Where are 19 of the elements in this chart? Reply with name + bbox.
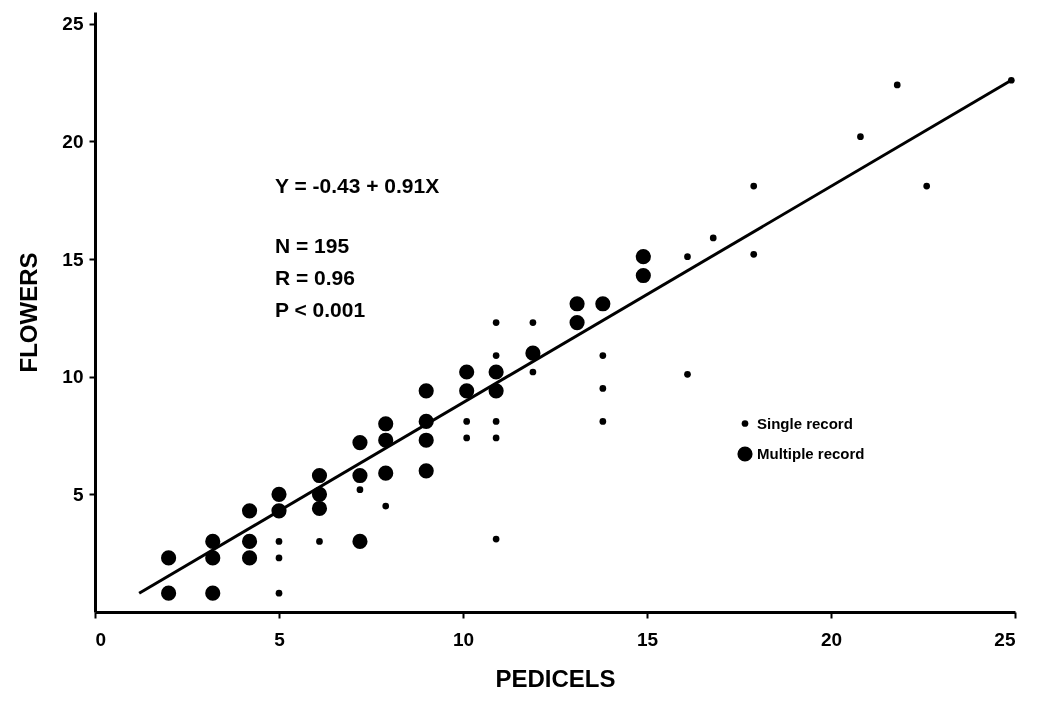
y-axis-title: FLOWERS [15,252,43,373]
y-tick-label: 5 [72,483,84,505]
annotation: N = 195 [275,234,350,257]
x-tick-label: 15 [636,628,659,650]
annotation: Y = -0.43 + 0.91X [275,174,440,197]
y-tick-label: 10 [62,366,84,388]
x-tick-label: 20 [820,628,843,650]
x-axis-title: PEDICELS [495,664,616,692]
annotation: P < 0.001 [275,298,366,321]
y-tick-label: 15 [62,248,84,270]
y-tick-label: 25 [62,13,84,35]
legend-label: Single record [757,414,853,432]
x-tick-label: 10 [452,628,475,650]
x-tick-label: 5 [274,628,286,650]
x-tick-label: 25 [994,628,1016,650]
legend-label: Multiple record [757,445,865,462]
y-tick-label: 20 [62,130,84,152]
annotation: R = 0.96 [275,266,355,289]
x-tick-label: 0 [95,628,107,650]
